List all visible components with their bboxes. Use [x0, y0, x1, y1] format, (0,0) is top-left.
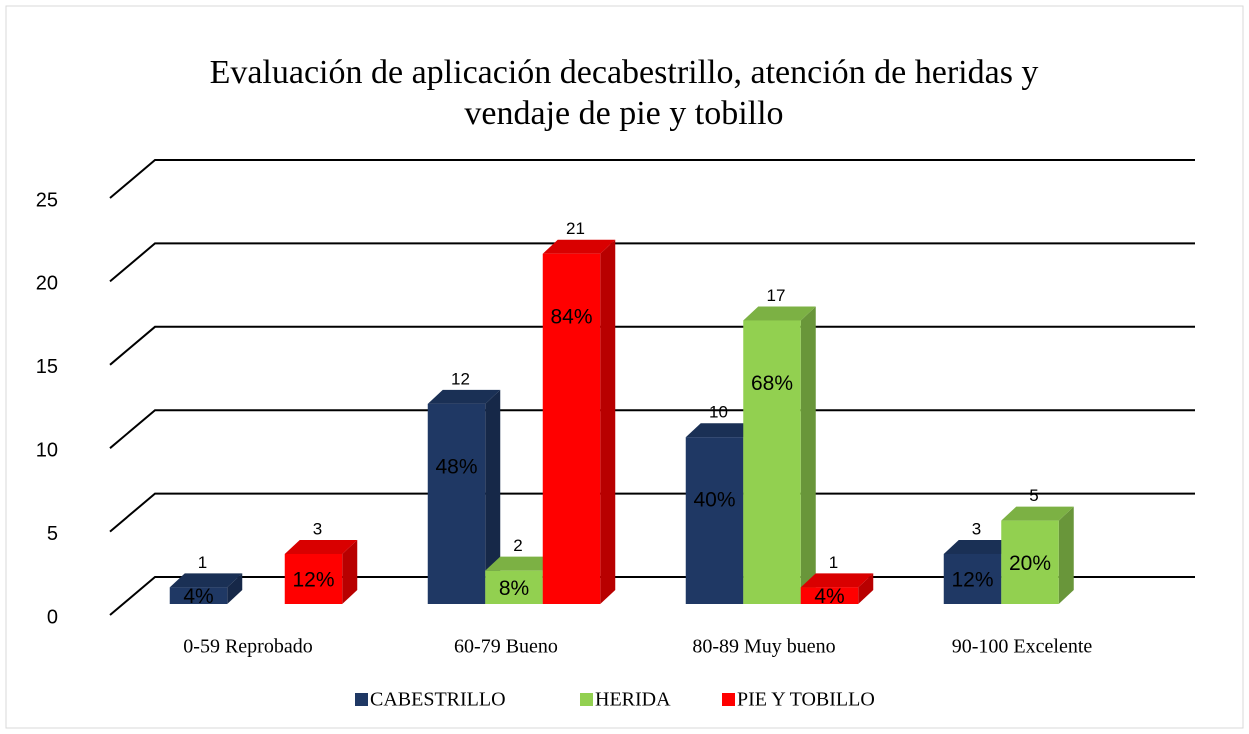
- chart-title: Evaluación de aplicación decabestrillo, …: [210, 54, 1039, 91]
- bar: [685, 437, 744, 604]
- grid-line: [109, 159, 1195, 199]
- grid-line: [109, 492, 1195, 533]
- data-label: 3: [313, 519, 322, 538]
- y-tick-label: 0: [47, 606, 58, 628]
- legend-swatch: [355, 693, 368, 706]
- x-tick-label: 90-100 Excelente: [952, 636, 1093, 658]
- bar-side: [800, 306, 816, 604]
- bar-top: [485, 556, 558, 571]
- data-label: 12: [451, 369, 470, 388]
- bar-top: [800, 573, 874, 588]
- bar: [943, 553, 1002, 604]
- bar-top: [943, 539, 1017, 554]
- grid-line: [109, 242, 1195, 283]
- percent-label: 40%: [693, 489, 735, 512]
- legend-swatch: [580, 693, 593, 706]
- bar-top: [1001, 506, 1074, 521]
- percent-label: 68%: [751, 372, 793, 395]
- bar: [1001, 520, 1059, 604]
- bar-side: [1058, 506, 1074, 604]
- bar: [485, 570, 543, 604]
- bar-side: [342, 539, 358, 604]
- y-tick-label: 10: [36, 439, 58, 461]
- percent-label: 48%: [435, 455, 477, 478]
- y-tick-label: 15: [36, 356, 58, 378]
- bar: [427, 403, 486, 604]
- bar-top: [542, 239, 616, 254]
- y-tick-label: 5: [47, 523, 58, 545]
- percent-label: 4%: [183, 585, 213, 608]
- chart-title: vendaje de pie y tobillo: [464, 95, 783, 132]
- y-tick-label: 20: [36, 273, 58, 295]
- bar-top: [284, 539, 358, 554]
- percent-label: 8%: [499, 577, 529, 600]
- legend-label: PIE Y TOBILLO: [737, 689, 875, 711]
- bar: [800, 587, 859, 604]
- chart-border: [5, 5, 1244, 729]
- legend-label: CABESTRILLO: [370, 689, 506, 711]
- bar: [169, 587, 228, 604]
- bar-side: [227, 573, 243, 604]
- grid-line: [109, 325, 1195, 366]
- bar: [743, 320, 801, 604]
- bar-side: [485, 389, 501, 604]
- bar: [542, 253, 601, 604]
- data-label: 10: [709, 403, 728, 422]
- y-tick-label: 25: [36, 189, 58, 211]
- legend-label: HERIDA: [595, 689, 671, 711]
- percent-label: 12%: [951, 569, 993, 592]
- bar-top: [169, 573, 243, 588]
- data-label: 2: [513, 536, 522, 555]
- data-label: 1: [829, 553, 838, 572]
- x-tick-label: 60-79 Bueno: [454, 636, 558, 658]
- bar-top: [685, 423, 759, 438]
- x-tick-label: 80-89 Muy bueno: [692, 636, 835, 658]
- data-label: 21: [566, 219, 585, 238]
- data-label: 1: [198, 553, 207, 572]
- bar-top: [427, 389, 501, 404]
- percent-label: 20%: [1009, 552, 1051, 575]
- legend-swatch: [722, 693, 735, 706]
- bar: [284, 553, 343, 604]
- bar-side: [858, 573, 874, 604]
- data-label: 17: [767, 286, 786, 305]
- percent-label: 12%: [292, 569, 334, 592]
- percent-label: 4%: [814, 585, 844, 608]
- bar-top: [743, 306, 816, 321]
- x-tick-label: 0-59 Reprobado: [183, 636, 312, 658]
- percent-label: 84%: [550, 305, 592, 328]
- data-label: 3: [972, 519, 981, 538]
- bar-side: [600, 239, 616, 604]
- grid-line: [109, 409, 1195, 449]
- data-label: 5: [1029, 486, 1038, 505]
